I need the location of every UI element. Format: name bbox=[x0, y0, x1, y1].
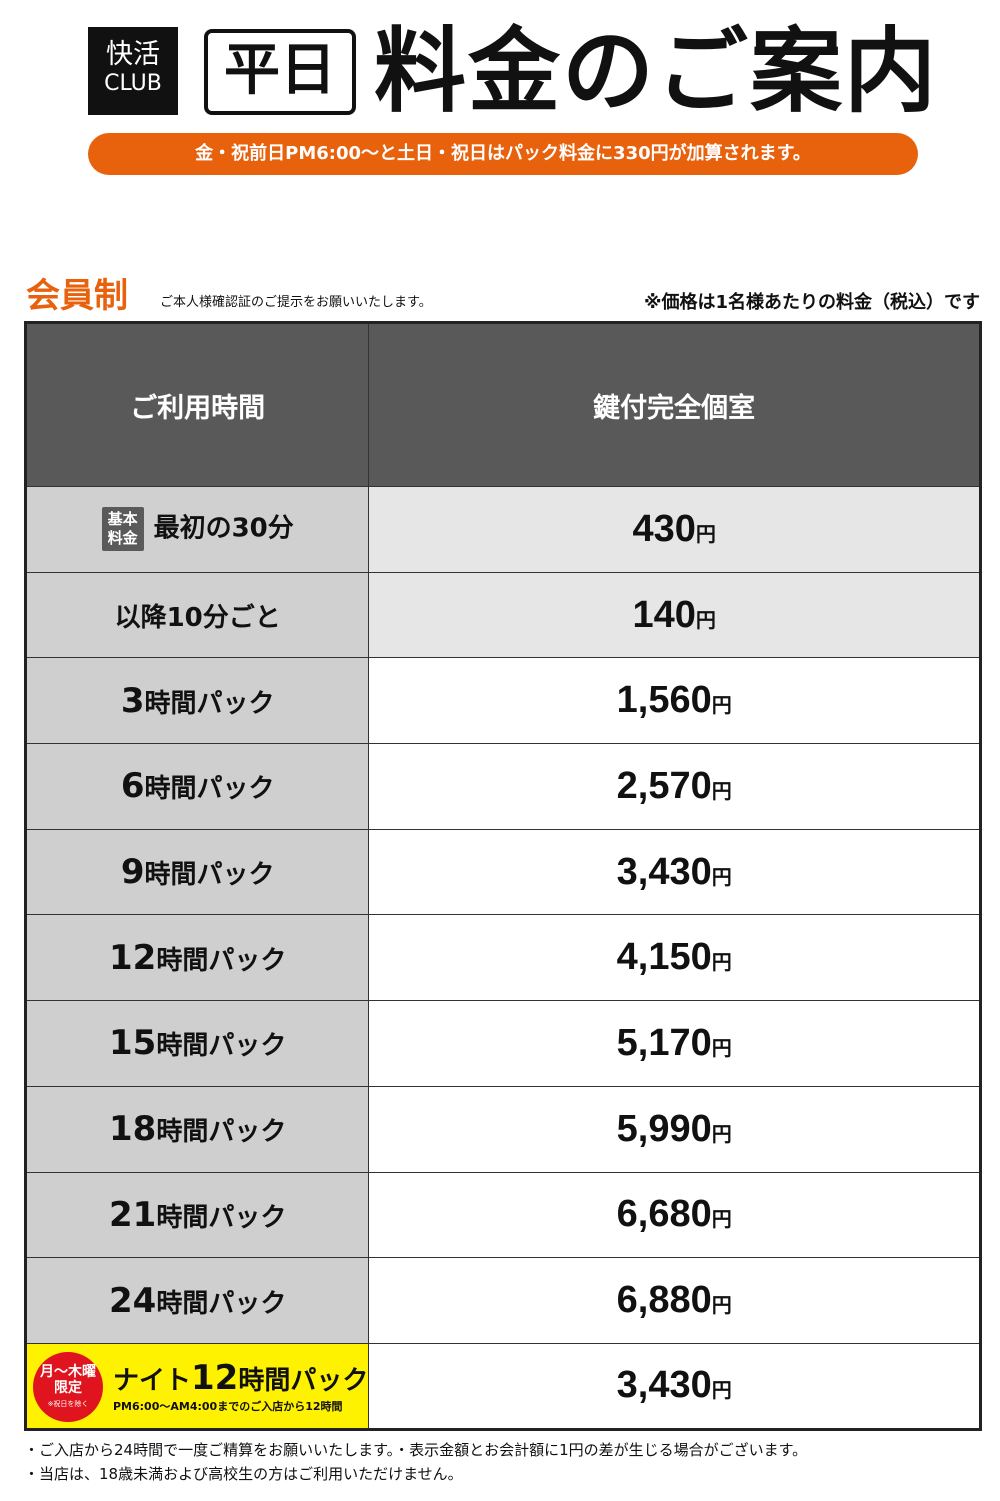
table-row: 以降10分ごと 140円 bbox=[24, 571, 981, 659]
circle-line1: 月〜木曜 bbox=[40, 1363, 96, 1380]
row-label: 時間パック bbox=[156, 1031, 287, 1062]
circle-line2: 限定 bbox=[54, 1379, 82, 1396]
col-room: 鍵付完全個室 bbox=[368, 322, 981, 487]
row-label: 時間パック bbox=[156, 1117, 287, 1148]
yen: 円 bbox=[711, 1295, 732, 1318]
row-label: 最初の30分 bbox=[153, 513, 294, 544]
yen: 円 bbox=[711, 866, 732, 889]
table-row: 3時間パック 1,560円 bbox=[24, 657, 981, 745]
row-hours: 24 bbox=[109, 1280, 157, 1321]
row-price: 2,570 bbox=[616, 764, 712, 807]
mon-thu-limited-badge: 月〜木曜 限定 ※祝日を除く bbox=[33, 1351, 103, 1422]
row-price: 3,430 bbox=[616, 1364, 712, 1407]
row-hours: 3 bbox=[120, 680, 145, 721]
row-price: 3,430 bbox=[616, 850, 712, 893]
night-label-b: 時間パック bbox=[238, 1365, 369, 1396]
row-hours: 21 bbox=[109, 1194, 157, 1235]
night-row: 月〜木曜 限定 ※祝日を除く ナイト12時間パック PM6:00〜AM4:00までのご入… bbox=[24, 1342, 981, 1430]
yen: 円 bbox=[711, 1380, 732, 1403]
table-row: 12時間パック 4,150円 bbox=[24, 914, 981, 1002]
yen: 円 bbox=[711, 952, 732, 975]
row-price: 6,880 bbox=[616, 1279, 712, 1322]
table-row: 18時間パック 5,990円 bbox=[24, 1085, 981, 1173]
price-note: ※価格は1名様あたりの料金（税込）です bbox=[643, 292, 980, 313]
yen: 円 bbox=[711, 1037, 732, 1060]
row-price: 140 bbox=[632, 593, 696, 636]
row-hours: 18 bbox=[109, 1109, 157, 1150]
row-label: 時間パック bbox=[156, 1202, 287, 1233]
row-label: 時間パック bbox=[156, 1288, 287, 1319]
row-hours: 15 bbox=[109, 1023, 157, 1064]
page-title: 料金のご案内 bbox=[374, 18, 939, 125]
yen: 円 bbox=[711, 1123, 732, 1146]
row-price: 1,560 bbox=[616, 679, 712, 722]
surcharge-notice: 金・祝前日PM6:00〜と土日・祝日はパック料金に330円が加算されます。 bbox=[88, 133, 918, 175]
row-label: 時間パック bbox=[144, 688, 275, 719]
row-price: 5,170 bbox=[616, 1021, 712, 1064]
table-row: 21時間パック 6,680円 bbox=[24, 1171, 981, 1259]
price-table: ご利用時間 鍵付完全個室 基本料金 最初の30分 430円 以降10分ごと 140円 3… bbox=[24, 321, 982, 1431]
table-row: 24時間パック 6,880円 bbox=[24, 1257, 981, 1344]
yen: 円 bbox=[711, 1209, 732, 1232]
table-row: 9時間パック 3,430円 bbox=[24, 828, 981, 916]
yen: 円 bbox=[695, 609, 716, 632]
night-num: 12 bbox=[191, 1357, 239, 1398]
row-price: 6,680 bbox=[616, 1193, 712, 1236]
col-time: ご利用時間 bbox=[24, 322, 370, 487]
row-label: 時間パック bbox=[144, 860, 275, 891]
logo-line2: CLUB bbox=[104, 71, 162, 96]
row-label: 時間パック bbox=[156, 945, 287, 976]
row-hours: 9 bbox=[120, 852, 145, 893]
table-row: 基本料金 最初の30分 430円 bbox=[24, 486, 981, 573]
row-price: 4,150 bbox=[616, 936, 712, 979]
yen: 円 bbox=[711, 780, 732, 803]
row-price: 5,990 bbox=[616, 1107, 712, 1150]
table-header: ご利用時間 鍵付完全個室 bbox=[24, 322, 981, 487]
row-hours: 6 bbox=[120, 766, 145, 807]
circle-note: ※祝日を除く bbox=[47, 1399, 89, 1408]
weekday-badge: 平日 bbox=[204, 29, 356, 115]
row-label: 時間パック bbox=[144, 774, 275, 805]
row-label: 以降10分ごと bbox=[114, 602, 281, 633]
base-fee-badge: 基本料金 bbox=[101, 507, 144, 552]
night-sub: PM6:00〜AM4:00までのご入店から12時間 bbox=[113, 1399, 343, 1413]
night-label: ナイト bbox=[113, 1365, 192, 1396]
table-row: 15時間パック 5,170円 bbox=[24, 1000, 981, 1087]
kaikatsu-club-logo: 快活 CLUB bbox=[88, 27, 178, 115]
yen: 円 bbox=[695, 523, 716, 546]
footer-note-1: ・ご入店から24時間で一度ご精算をお願いいたします。・表示金額とお会計額に1円の… bbox=[24, 1441, 808, 1459]
footer-note-2: ・当店は、18歳未満および高校生の方はご利用いただけません。 bbox=[24, 1465, 463, 1483]
section-title: 会員制 bbox=[26, 276, 128, 316]
row-price: 430 bbox=[632, 507, 696, 550]
section-subtitle: ご本人様確認証のご提示をお願いいたします。 bbox=[160, 295, 432, 310]
table-row: 6時間パック 2,570円 bbox=[24, 743, 981, 830]
yen: 円 bbox=[711, 695, 732, 718]
logo-line1: 快活 bbox=[106, 39, 160, 70]
row-hours: 12 bbox=[109, 937, 157, 978]
